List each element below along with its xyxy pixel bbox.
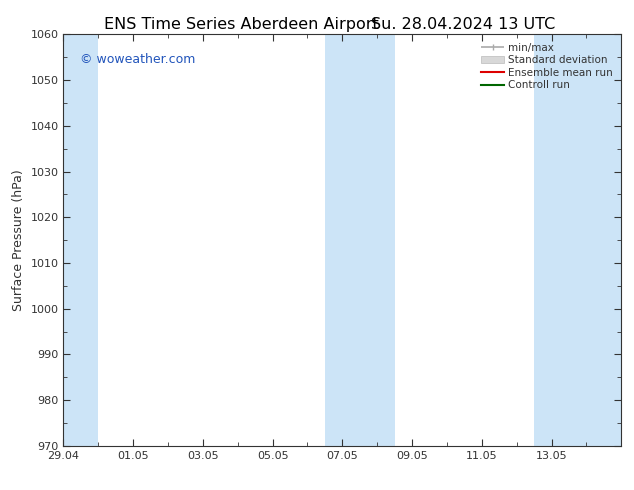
Legend: min/max, Standard deviation, Ensemble mean run, Controll run: min/max, Standard deviation, Ensemble me…: [478, 40, 616, 94]
Text: ENS Time Series Aberdeen Airport: ENS Time Series Aberdeen Airport: [103, 17, 378, 32]
Y-axis label: Surface Pressure (hPa): Surface Pressure (hPa): [12, 169, 25, 311]
Bar: [63, 34, 98, 446]
Bar: [325, 34, 394, 446]
Text: © woweather.com: © woweather.com: [80, 53, 195, 66]
Text: Su. 28.04.2024 13 UTC: Su. 28.04.2024 13 UTC: [371, 17, 555, 32]
Bar: [534, 34, 621, 446]
